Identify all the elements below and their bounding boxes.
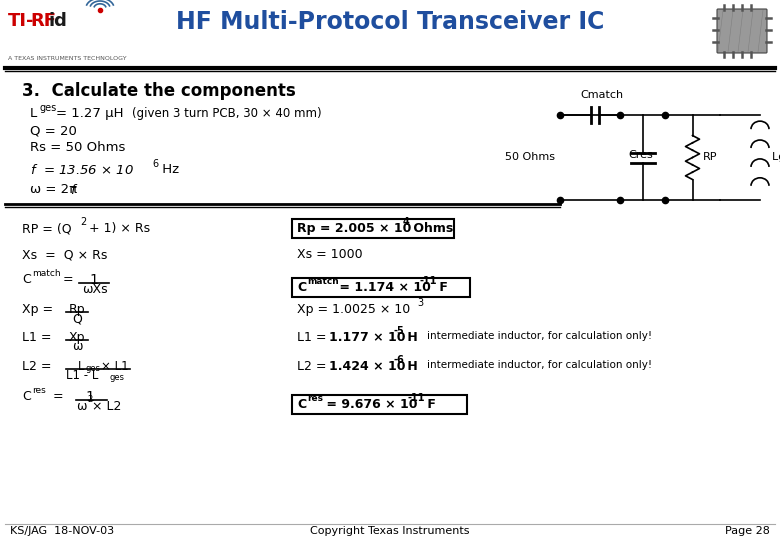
- Text: -6: -6: [393, 355, 404, 365]
- Text: TI-: TI-: [8, 12, 34, 30]
- Text: RF: RF: [30, 12, 56, 30]
- Text: + 1) × Rs: + 1) × Rs: [85, 222, 150, 235]
- Text: (given 3 turn PCB, 30 × 40 mm): (given 3 turn PCB, 30 × 40 mm): [132, 107, 321, 120]
- Text: Rs = 50 Ohms: Rs = 50 Ohms: [30, 141, 126, 154]
- Bar: [292, 395, 467, 414]
- Text: KS/JAG  18-NOV-03: KS/JAG 18-NOV-03: [10, 526, 114, 536]
- Text: match: match: [32, 269, 61, 278]
- Bar: [292, 219, 454, 238]
- Text: 4: 4: [403, 217, 410, 227]
- Text: Hz: Hz: [158, 163, 179, 176]
- Text: H: H: [403, 360, 418, 373]
- Text: Cmatch: Cmatch: [580, 90, 623, 100]
- Text: × L2: × L2: [92, 400, 122, 413]
- Text: Xp =: Xp =: [22, 303, 53, 316]
- Text: = 1.174 × 10: = 1.174 × 10: [335, 281, 431, 294]
- Text: 50 Ohms: 50 Ohms: [505, 152, 555, 163]
- Text: L1 =: L1 =: [297, 331, 331, 344]
- Text: -5: -5: [393, 326, 404, 336]
- Text: -11: -11: [407, 393, 424, 403]
- Text: 2: 2: [87, 395, 92, 404]
- Text: Rp = 2.005 × 10: Rp = 2.005 × 10: [297, 222, 411, 235]
- Text: ω = 2π: ω = 2π: [30, 183, 77, 196]
- Text: C: C: [297, 398, 306, 411]
- Text: ω: ω: [76, 400, 87, 413]
- Text: RP = (Q: RP = (Q: [22, 222, 72, 235]
- Text: ωXs: ωXs: [82, 283, 108, 296]
- Text: Lges (Coil): Lges (Coil): [772, 152, 780, 163]
- Text: 2: 2: [80, 217, 87, 227]
- Text: res: res: [32, 386, 46, 395]
- Text: Xs  =  Q × Rs: Xs = Q × Rs: [22, 248, 108, 261]
- Text: match: match: [307, 277, 339, 286]
- Text: L2 =: L2 =: [297, 360, 331, 373]
- Bar: [292, 278, 470, 297]
- Text: Copyright Texas Instruments: Copyright Texas Instruments: [310, 526, 470, 536]
- Text: Xs = 1000: Xs = 1000: [297, 248, 363, 261]
- Text: Xp = 1.0025 × 10: Xp = 1.0025 × 10: [297, 303, 410, 316]
- Text: $f$: $f$: [70, 183, 78, 197]
- Text: Rp: Rp: [69, 303, 85, 316]
- Text: L1 =: L1 =: [22, 331, 51, 344]
- Text: L1 - L: L1 - L: [66, 369, 98, 382]
- Text: H: H: [403, 331, 418, 344]
- Text: 1.424 × 10: 1.424 × 10: [329, 360, 406, 373]
- Text: = 1.27 μH: = 1.27 μH: [56, 107, 123, 120]
- Text: F: F: [435, 281, 448, 294]
- Text: 1: 1: [86, 390, 94, 404]
- Text: Page 28: Page 28: [725, 526, 770, 536]
- Text: =: =: [59, 273, 73, 286]
- Text: =: =: [49, 390, 64, 403]
- Text: ges: ges: [110, 373, 125, 382]
- Text: 1: 1: [90, 273, 98, 287]
- Text: A TEXAS INSTRUMENTS TECHNOLOGY: A TEXAS INSTRUMENTS TECHNOLOGY: [8, 56, 126, 61]
- Text: HF Multi-Protocol Transceiver IC: HF Multi-Protocol Transceiver IC: [176, 10, 604, 34]
- Text: 1.177 × 10: 1.177 × 10: [329, 331, 406, 344]
- Text: Cres: Cres: [629, 151, 654, 160]
- Text: $f$  = 13.56 × 10: $f$ = 13.56 × 10: [30, 163, 134, 177]
- Text: Q = 20: Q = 20: [30, 124, 77, 137]
- Text: ges: ges: [39, 103, 56, 113]
- Text: res: res: [307, 394, 323, 403]
- FancyBboxPatch shape: [717, 9, 767, 53]
- Text: 3: 3: [417, 298, 423, 308]
- Text: -11: -11: [420, 276, 438, 286]
- Text: intermediate inductor, for calculation only!: intermediate inductor, for calculation o…: [427, 360, 652, 370]
- Text: Q: Q: [72, 312, 82, 325]
- Text: id: id: [49, 12, 68, 30]
- Text: RP: RP: [703, 152, 717, 163]
- Text: Xp: Xp: [69, 331, 85, 344]
- Text: C: C: [22, 390, 30, 403]
- Text: C: C: [297, 281, 306, 294]
- Text: F: F: [423, 398, 436, 411]
- Text: L2 =: L2 =: [22, 360, 51, 373]
- Text: 3.  Calculate the components: 3. Calculate the components: [22, 82, 296, 100]
- Text: ges: ges: [86, 364, 101, 373]
- Text: ω: ω: [72, 340, 82, 353]
- Text: Ohms: Ohms: [409, 222, 453, 235]
- Text: 6: 6: [152, 159, 158, 169]
- Text: × L1: × L1: [101, 360, 129, 373]
- Text: C: C: [22, 273, 30, 286]
- Text: intermediate inductor, for calculation only!: intermediate inductor, for calculation o…: [427, 331, 652, 341]
- Text: = 9.676 × 10: = 9.676 × 10: [322, 398, 417, 411]
- Text: L: L: [78, 360, 84, 373]
- Text: L: L: [30, 107, 37, 120]
